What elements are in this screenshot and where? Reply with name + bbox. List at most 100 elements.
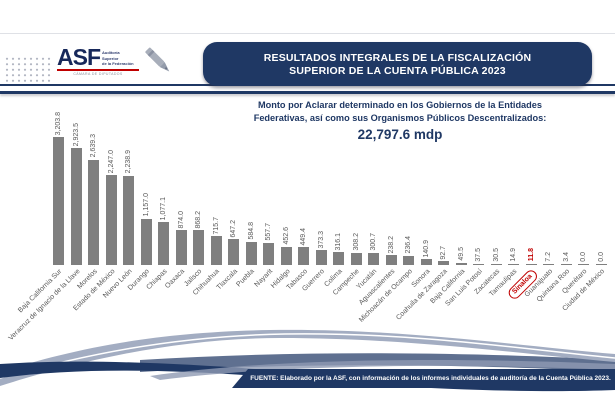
bar [228,239,240,265]
bar [245,241,257,265]
bar-column: 140.9 Sonora [410,137,436,289]
asf-logo-side-line1: Auditoría [102,50,120,55]
bar [543,263,555,265]
bar [105,175,117,265]
bar-column: 316.1 Colima [323,137,348,288]
dots-pattern [4,56,51,83]
asf-logo-row: ASF Auditoría Superior de la Federación [57,45,139,68]
bar-column: 0.0 Ciudad de México [562,137,611,313]
bar-column: 11.8 Sinaloa [506,137,541,301]
bar-value-label: 2,247.0 [107,149,115,174]
bar-value-label: 140.9 [422,239,430,258]
bar [403,255,415,265]
bar-value-label: 7.2 [545,251,553,262]
bar-column: 7.2 Guanajuato [523,137,558,299]
bar-column: 557.7 Nayarit [253,137,278,289]
bar [263,242,275,265]
bar [70,148,82,265]
bar-value-label: 236.4 [405,236,413,254]
asf-logo-side-text: Auditoría Superior de la Federación [102,47,134,67]
pen-icon [145,47,170,72]
bar-column: 449.4 Tabasco [285,137,313,291]
bar [333,252,345,265]
bar-value-label: 300.7 [370,233,378,251]
title-banner: RESULTADOS INTEGRALES DE LA FISCALIZACIÓ… [203,42,592,86]
bar-value-label: 0.0 [580,251,588,262]
bar-value-label: 2,923.5 [72,122,80,147]
bar [350,252,362,265]
asf-logo: ASF Auditoría Superior de la Federación … [57,45,139,76]
header-divider-thick [0,91,615,94]
bar [368,253,380,265]
bar-value-label: 3,203.8 [55,111,63,135]
bar-column: 49.5 Baja California [429,137,471,305]
bar-value-label: 2,238.9 [125,150,133,174]
bar [438,261,450,265]
bar [88,159,100,265]
bar [490,263,502,265]
bar-column: 2,923.5 Veracruz de Ignacio de la Llave [7,123,86,342]
bar-column: 1,077.1 Chiapas [146,137,173,291]
asf-logo-side-line2: Superior [102,55,119,61]
bar [158,221,170,265]
bar-column: 30.5 Zacatecas [473,137,506,296]
bar-value-label: 37.5 [475,247,483,262]
bar-value-label: 557.7 [265,223,273,241]
bar-category-label: Puebla [235,268,257,289]
bar-value-label: 449.4 [300,227,308,246]
bar-column: 2,639.3 Morelos [76,134,103,291]
chart-title-line1: Monto por Aclarar determinado en los Gob… [257,100,542,110]
bar-value-label: 0.0 [597,251,605,262]
bar [473,263,485,265]
bar-column: 0.0 Querétaro [561,137,593,295]
bar [298,247,310,265]
bar-value-label: 30.5 [492,247,500,262]
bar [560,263,572,265]
bar [595,263,607,265]
bar-column: 715.7 Chihuahua [192,137,226,297]
bar-column: 647.2 Tlaxcala [215,137,243,291]
wave-decoration [0,329,615,392]
bar-value-label: 868.2 [195,210,203,229]
bar-value-label: 874.0 [177,210,185,229]
footer-band: FUENTE: Elaborado por la ASF, con inform… [232,369,615,388]
bar-column: 300.7 Yucatán [356,137,383,291]
bar [315,250,327,265]
asf-logo-red-line [57,69,139,71]
bar-value-label: 647.2 [230,219,238,238]
bar [53,137,65,265]
bar-value-label: 49.5 [457,247,465,262]
bar-column: 14.9 Tamaulipas [489,137,523,298]
bar [420,259,432,265]
title-line-1: RESULTADOS INTEGRALES DE LA FISCALIZACIÓ… [263,51,532,64]
bar [385,255,397,265]
bar-column: 373.3 Guerrero [301,137,331,293]
bar [578,263,590,265]
bar [455,263,467,265]
chart-total-value: 22,797.6 mdp [357,126,443,142]
bar-value-label: 584.8 [247,222,255,240]
bar-value-label: 3.4 [562,251,570,262]
bar-value-label: 238.2 [387,235,395,254]
bar-column: 452.6 Hidalgo [269,137,296,290]
bar [140,218,152,265]
bar-column: 1,157.0 Durango [127,137,156,292]
bar [525,263,537,265]
bar-column: 308.2 Campeche [332,137,366,297]
chart-title: Monto por Aclarar determinado en los Gob… [225,99,575,142]
bar-column: 236.4 Michoacán de Ocampo [358,137,418,324]
bar-value-label: 14.9 [510,247,518,262]
bar-value-label: 715.7 [212,216,220,235]
bar-column: 37.5 San Luis Potosí [444,137,488,308]
bar-value-label: 1,077.1 [160,196,168,220]
bar [210,236,222,265]
bar-column: 92.7 Coahuila de Zaragoza [395,137,453,322]
bar-column: 2,247.0 Estado de México [72,137,121,312]
bar-column: 3,203.8 Baja California Sur [17,112,68,314]
bar-column: 874.0 Oaxaca [164,137,191,290]
bar [280,246,292,265]
bar-column: 2,238.9 Nuevo León [102,137,138,300]
bar-value-label: 2,639.3 [90,134,98,158]
bar [123,175,135,265]
bar [508,263,520,265]
